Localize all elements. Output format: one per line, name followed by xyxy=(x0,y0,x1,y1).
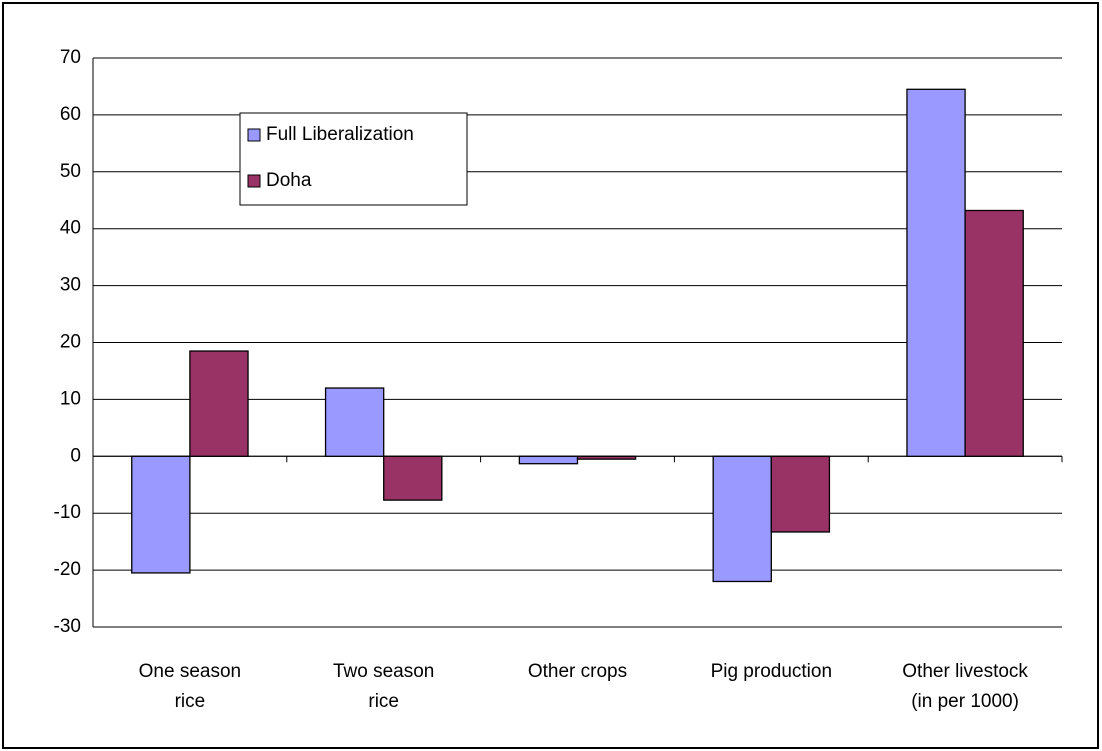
y-tick-label: 70 xyxy=(60,47,81,68)
bar xyxy=(770,455,831,533)
bar xyxy=(324,387,385,457)
bar xyxy=(518,455,579,465)
bar xyxy=(131,455,191,574)
bar xyxy=(712,455,772,583)
x-tick-label: Two season rice xyxy=(332,661,435,712)
bar xyxy=(906,88,966,457)
legend-swatch xyxy=(247,128,261,142)
x-tick-label: Other crops xyxy=(527,661,628,682)
y-tick-label: 20 xyxy=(60,332,81,353)
legend-box xyxy=(239,112,468,206)
x-tick-label: Other livestock (in per 1000) xyxy=(902,661,1028,712)
y-tick-label: 0 xyxy=(70,445,81,466)
y-tick-label: 30 xyxy=(60,275,81,296)
y-tick-label: 50 xyxy=(60,161,81,182)
bar xyxy=(189,350,249,457)
y-tick-label: -20 xyxy=(54,559,81,580)
legend-swatch xyxy=(247,174,261,188)
x-tick-label: Pig production xyxy=(710,661,833,682)
legend-label: Full Liberalization xyxy=(266,124,414,145)
bar xyxy=(383,455,443,501)
y-tick-label: -30 xyxy=(54,616,81,637)
legend-label: Doha xyxy=(266,170,312,191)
bar xyxy=(576,455,637,460)
bar xyxy=(964,209,1024,457)
y-tick-label: 60 xyxy=(60,104,81,125)
y-tick-label: -10 xyxy=(54,502,81,523)
x-tick-label: One season rice xyxy=(138,661,242,712)
y-tick-label: 10 xyxy=(60,388,81,409)
y-tick-label: 40 xyxy=(60,218,81,239)
